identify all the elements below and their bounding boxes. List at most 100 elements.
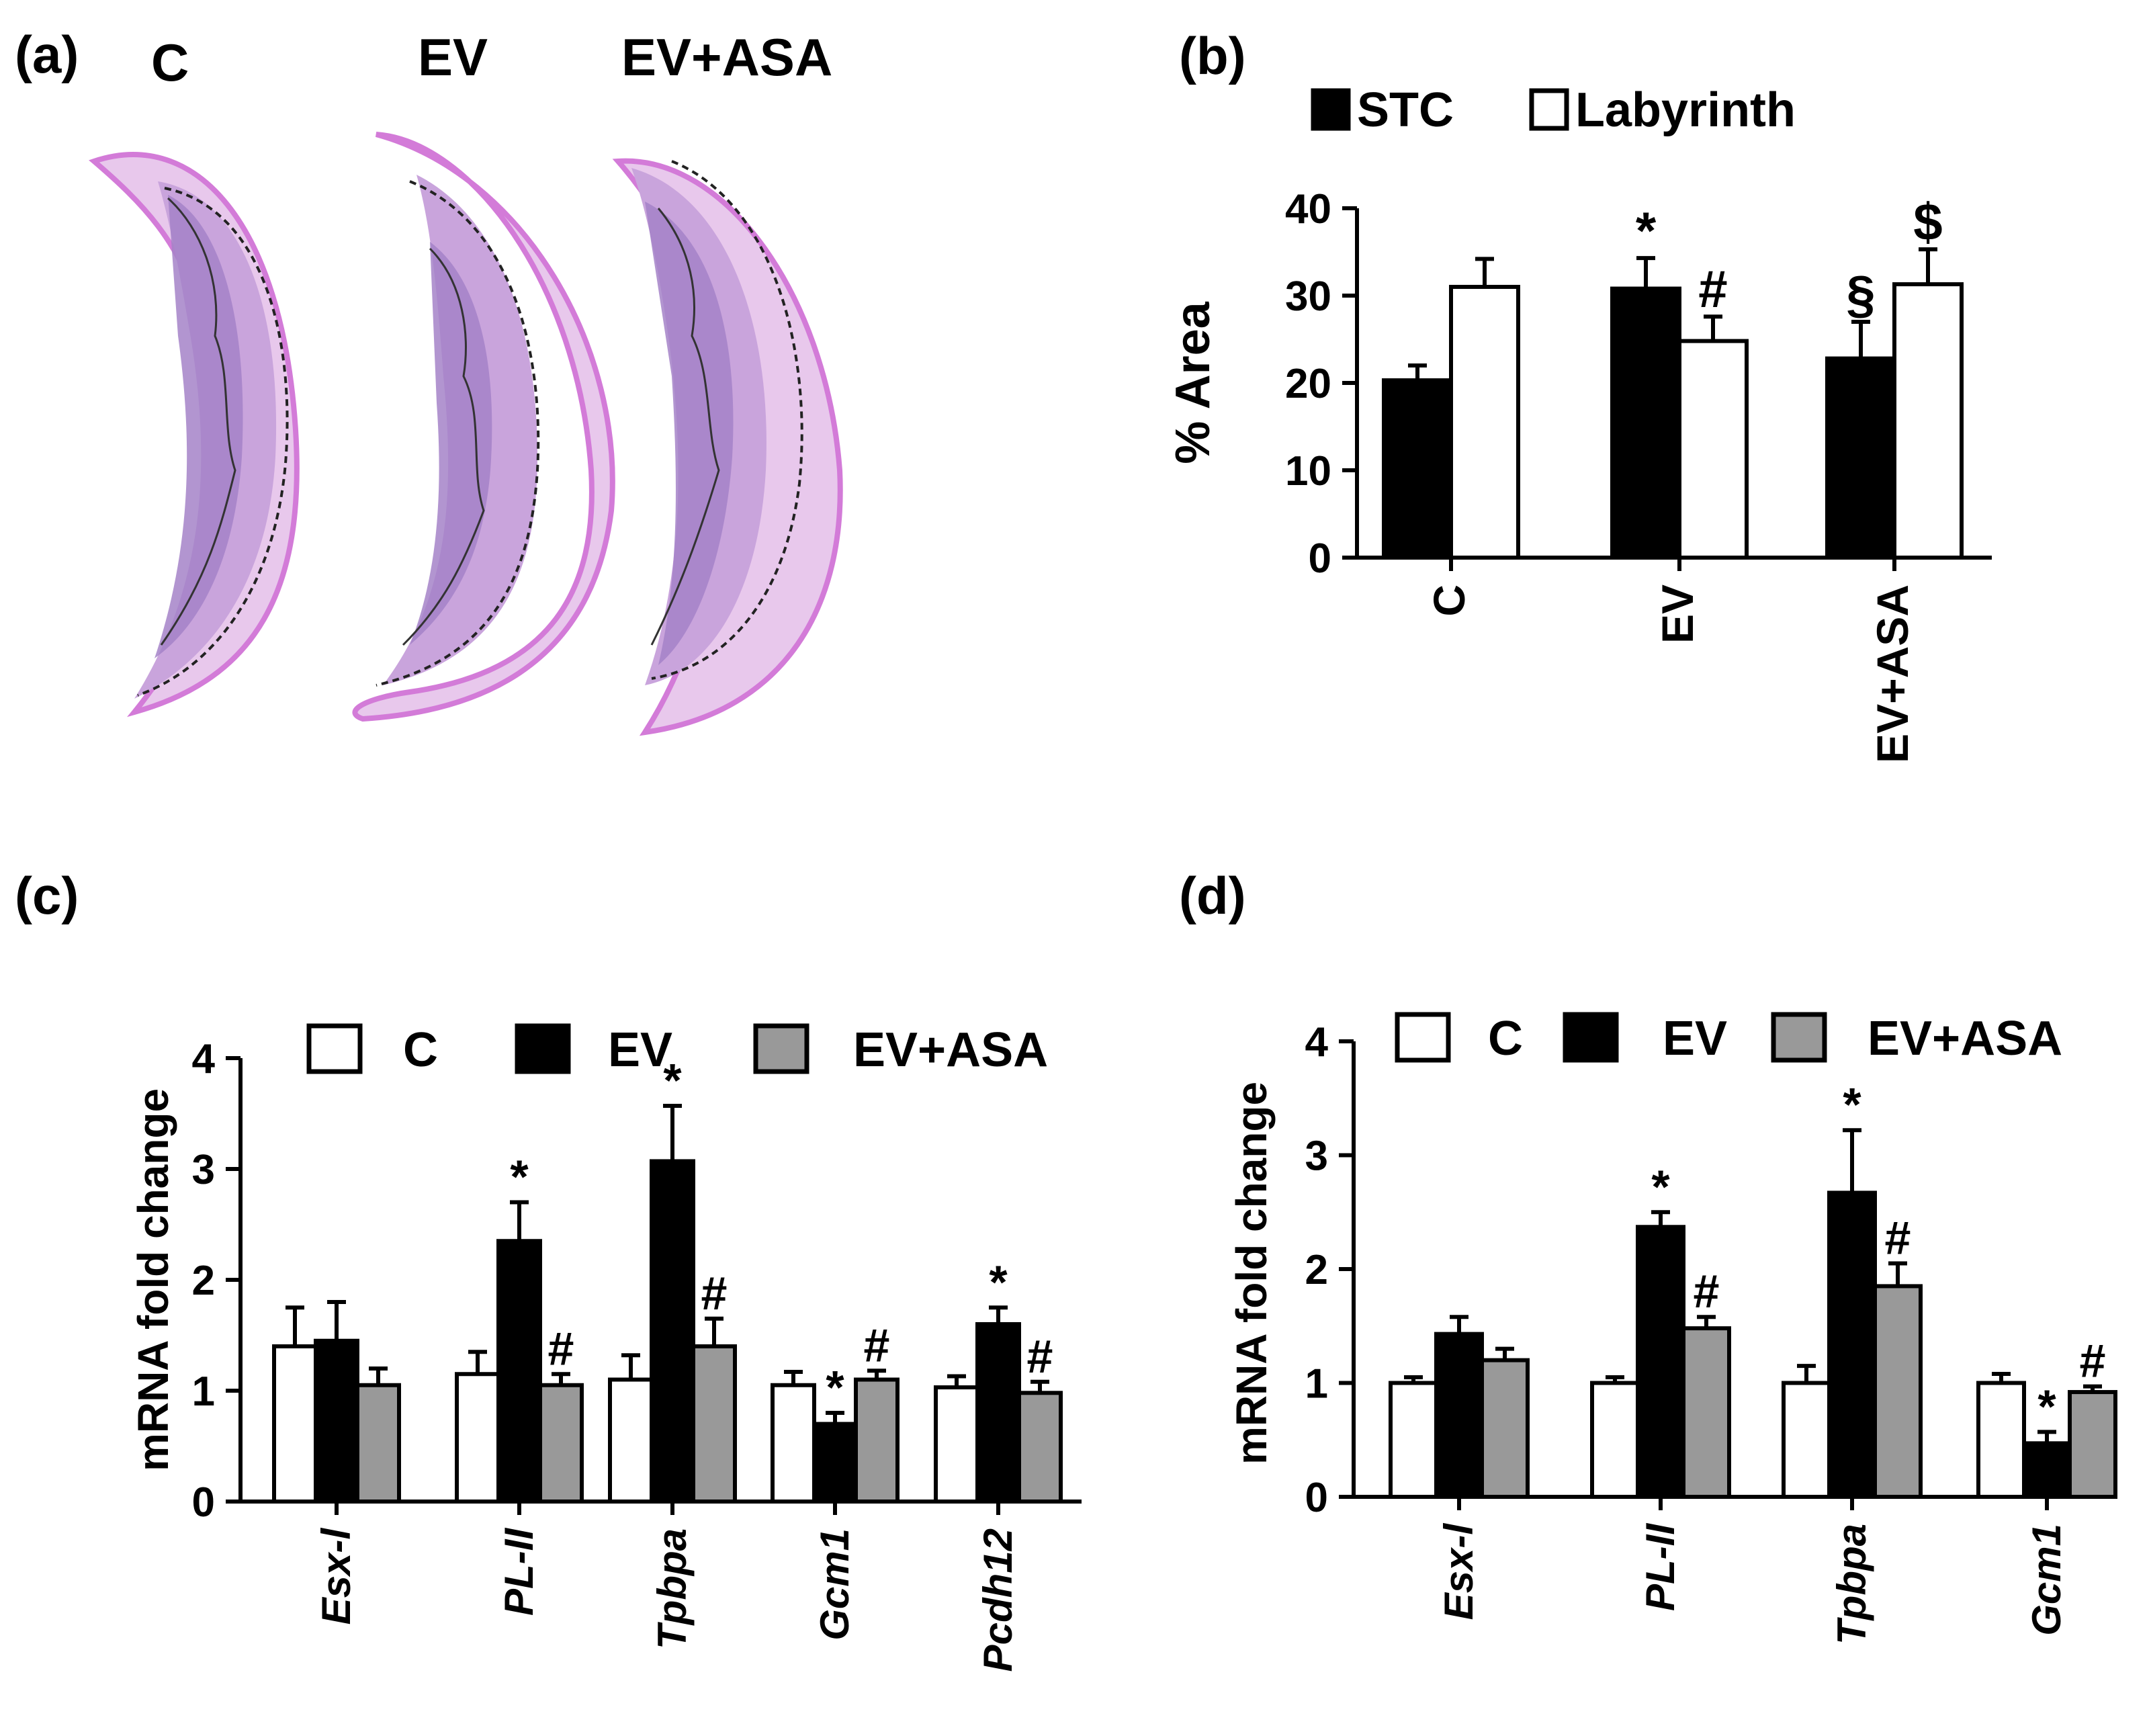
bar-ev-asa xyxy=(538,1383,584,1504)
bar-ev xyxy=(2022,1441,2072,1499)
legend-label: EV+ASA xyxy=(853,1023,1048,1077)
x-category-label: Tpbpa xyxy=(1829,1524,1874,1645)
chart-c-mrna: (c) C EV EV+ASA 0 1 2 3 4 mRNA fold change Esx-l… xyxy=(15,866,1082,1672)
y-tick-label: 20 xyxy=(1285,361,1331,407)
y-axis-title: mRNA fold change xyxy=(129,1088,177,1471)
y-tick-label: 2 xyxy=(1305,1247,1328,1293)
legend-label: EV xyxy=(608,1023,672,1077)
bar-c xyxy=(455,1372,500,1504)
legend-swatch xyxy=(1395,1012,1451,1063)
legend-swatch xyxy=(1311,88,1351,131)
legend-d: C EV EV+ASA xyxy=(1395,1012,2062,1066)
bars-b: * # § $ xyxy=(1382,192,1964,560)
bar-labyrinth xyxy=(1677,339,1749,560)
panel-d-label: (d) xyxy=(1179,866,1246,925)
x-category-label: Gcm1 xyxy=(2024,1524,2069,1636)
x-category-label: Tpbpa xyxy=(650,1528,695,1649)
significance-marker: $ xyxy=(1913,192,1942,251)
bar-ev-asa xyxy=(355,1383,401,1504)
legend-swatch xyxy=(306,1023,363,1074)
y-axis-title: mRNA fold change xyxy=(1227,1082,1276,1465)
y-tick-label: 4 xyxy=(192,1036,216,1082)
significance-marker: # xyxy=(701,1267,728,1319)
chart-b-area: (b) STC Labyrinth 0 10 20 30 40 % Area C EV EV+AS… xyxy=(1166,26,1992,763)
significance-marker: * xyxy=(510,1151,529,1203)
y-tick-label: 30 xyxy=(1285,273,1331,320)
bar-stc xyxy=(1610,286,1681,560)
panel-a-label: (a) xyxy=(15,25,79,84)
group-label-ev-asa: EV+ASA xyxy=(621,28,832,87)
bar-stc xyxy=(1825,356,1896,560)
group-label-ev: EV xyxy=(418,28,488,87)
y-tick-label: 4 xyxy=(1305,1019,1329,1066)
bar-c xyxy=(1976,1381,2026,1499)
bar-c xyxy=(1782,1381,1831,1499)
bars-c: * # * # * # * # xyxy=(272,1054,1063,1504)
y-tick-label: 0 xyxy=(1305,1475,1328,1521)
significance-marker: # xyxy=(548,1322,574,1375)
legend-swatch xyxy=(1529,88,1569,131)
x-category-label: Esx-l xyxy=(1436,1523,1481,1620)
bar-ev xyxy=(496,1239,542,1504)
significance-marker: # xyxy=(1694,1265,1720,1317)
placenta-section-ev-asa xyxy=(612,158,843,736)
bar-ev-asa xyxy=(1017,1391,1063,1504)
bar-ev xyxy=(812,1422,858,1504)
placenta-section-ev xyxy=(352,132,615,722)
bar-c xyxy=(608,1377,654,1504)
axes-b: 0 10 20 30 40 % Area C EV EV+ASA xyxy=(1166,186,1992,763)
chart-d-mrna: (d) C EV EV+ASA 0 1 2 3 4 mRNA fold change Esx-l… xyxy=(1179,866,2117,1645)
x-category-label: PL-II xyxy=(1638,1523,1683,1611)
bar-ev-asa xyxy=(854,1377,900,1504)
legend-swatch xyxy=(515,1023,571,1074)
y-tick-label: 3 xyxy=(1305,1133,1328,1180)
bar-c xyxy=(771,1383,816,1504)
x-category-label: Gcm1 xyxy=(812,1528,857,1641)
significance-marker: * xyxy=(1843,1078,1861,1131)
significance-marker: * xyxy=(2037,1380,2056,1432)
significance-marker: # xyxy=(1698,259,1727,318)
significance-marker: § xyxy=(1846,265,1875,324)
placenta-section-c xyxy=(89,152,300,718)
legend-label: EV xyxy=(1663,1012,1727,1066)
panel-a-histology: (a) C EV EV+ASA xyxy=(15,25,843,736)
bar-ev xyxy=(1636,1225,1685,1500)
bar-labyrinth xyxy=(1449,285,1520,560)
bar-ev-asa xyxy=(691,1344,737,1504)
y-tick-label: 2 xyxy=(192,1258,215,1304)
bar-stc xyxy=(1382,378,1453,560)
bar-ev xyxy=(1434,1332,1484,1499)
legend-label: Labyrinth xyxy=(1575,83,1796,137)
x-category-label: C xyxy=(1424,584,1474,617)
bar-ev-asa xyxy=(1681,1326,1731,1500)
y-axis-title: % Area xyxy=(1166,301,1220,464)
bar-ev xyxy=(1827,1190,1877,1500)
legend-label: STC xyxy=(1357,83,1454,137)
y-tick-label: 1 xyxy=(1305,1361,1328,1407)
bar-ev-asa xyxy=(2068,1390,2117,1500)
significance-marker: * xyxy=(826,1361,844,1414)
x-category-label: EV xyxy=(1653,584,1702,644)
bar-ev-asa xyxy=(1873,1284,1923,1500)
bar-c xyxy=(1389,1381,1438,1499)
legend-label: EV+ASA xyxy=(1868,1012,2062,1066)
bar-ev xyxy=(314,1338,359,1504)
legend-c: C EV EV+ASA xyxy=(306,1023,1048,1077)
significance-marker: # xyxy=(1885,1212,1911,1264)
y-tick-label: 0 xyxy=(192,1479,215,1526)
axes-d: 0 1 2 3 4 mRNA fold change Esx-l PL-II Tpbpa Gcm1 xyxy=(1227,1019,2089,1645)
y-tick-label: 40 xyxy=(1285,186,1331,232)
significance-marker: # xyxy=(1027,1330,1053,1383)
bars-d: * # * # * # xyxy=(1389,1078,2117,1500)
bar-labyrinth xyxy=(1892,282,1964,560)
bar-c xyxy=(1590,1381,1640,1499)
significance-marker: * xyxy=(989,1256,1008,1308)
panel-c-label: (c) xyxy=(15,866,79,925)
x-category-label: PL-II xyxy=(496,1528,541,1616)
bar-ev xyxy=(975,1322,1021,1504)
legend-label: C xyxy=(1488,1012,1523,1066)
significance-marker: * xyxy=(1651,1160,1670,1213)
x-category-label: Esx-l xyxy=(314,1528,359,1625)
x-category-label: Pcdh12 xyxy=(975,1528,1020,1672)
